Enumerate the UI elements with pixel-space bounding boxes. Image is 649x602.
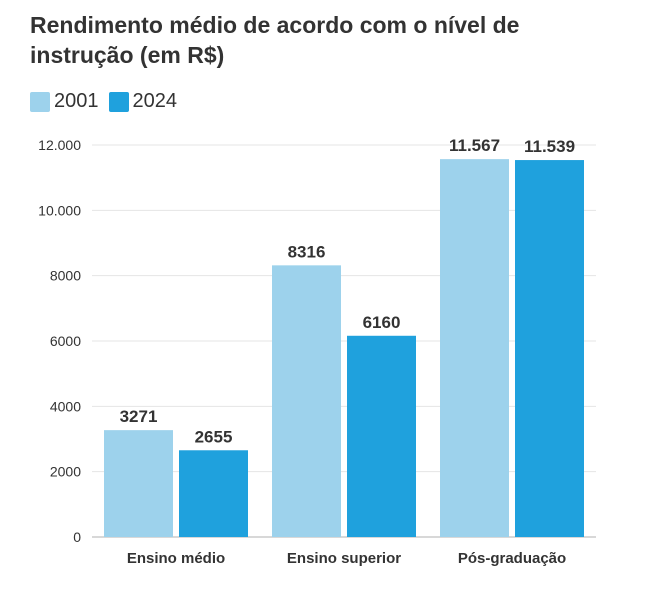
y-axis: 0 2000 4000 6000 8000 10.000 12.000 — [38, 137, 81, 545]
data-label: 3271 — [120, 407, 158, 426]
bar-2001 — [272, 265, 341, 537]
y-tick-label: 12.000 — [38, 137, 81, 153]
x-axis: Ensino médio Ensino superior Pós-graduação — [127, 550, 566, 567]
bar-2024 — [515, 160, 584, 537]
bars — [104, 159, 584, 538]
gridlines — [92, 144, 596, 538]
data-label: 11.567 — [449, 136, 500, 155]
legend: 2001 2024 — [30, 90, 187, 113]
y-tick-label: 2000 — [50, 464, 81, 480]
bar-2024 — [179, 450, 248, 537]
y-tick-label: 6000 — [50, 333, 81, 349]
bar-2024 — [347, 335, 416, 537]
legend-item-2024[interactable]: 2024 — [108, 90, 178, 113]
data-label: 6160 — [363, 313, 401, 332]
bar-2001 — [104, 430, 173, 537]
y-tick-label: 8000 — [50, 268, 81, 284]
data-labels: 3271 2655 8316 6160 11.567 11.539 — [120, 136, 575, 446]
legend-item-2001[interactable]: 2001 — [30, 90, 99, 113]
data-label: 2655 — [195, 427, 233, 446]
y-tick-label: 4000 — [50, 398, 81, 414]
data-label: 8316 — [288, 242, 326, 261]
x-category-label: Ensino superior — [287, 550, 401, 567]
data-label: 11.539 — [524, 137, 575, 156]
legend-swatch-2024 — [108, 91, 129, 112]
chart-title: Rendimento médio de acordo com o nível d… — [30, 12, 520, 68]
x-category-label: Ensino médio — [127, 550, 225, 567]
legend-label-2001: 2001 — [54, 90, 99, 112]
bar-2001 — [440, 159, 509, 538]
y-tick-label: 10.000 — [38, 202, 81, 218]
legend-swatch-2001 — [30, 91, 50, 112]
x-category-label: Pós-graduação — [458, 550, 566, 567]
y-tick-label: 0 — [73, 529, 81, 545]
legend-label-2024: 2024 — [132, 90, 178, 112]
